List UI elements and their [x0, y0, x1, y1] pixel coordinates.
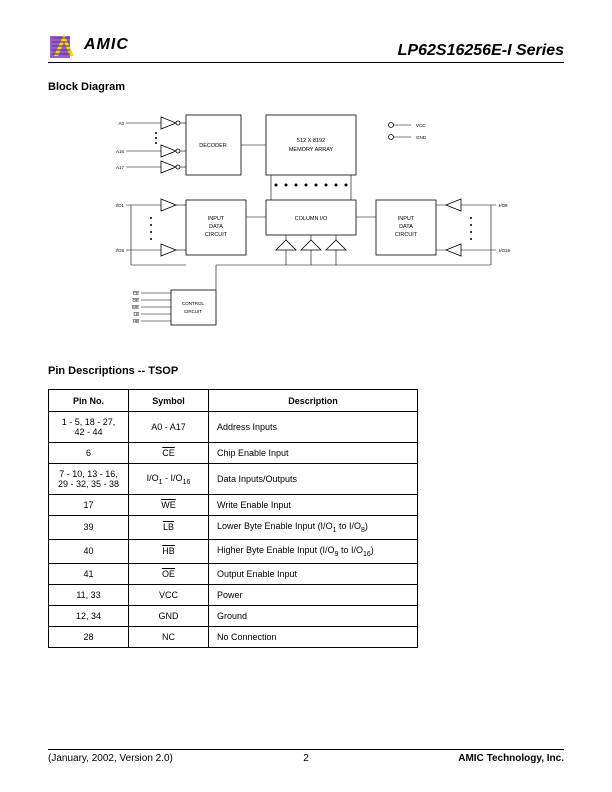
cell-symbol: OE [129, 563, 209, 584]
svg-text:WE: WE [132, 305, 139, 310]
svg-text:HB: HB [133, 319, 139, 324]
table-row: 40HBHigher Byte Enable Input (I/O9 to I/… [49, 539, 418, 563]
cell-pin: 41 [49, 563, 129, 584]
svg-text:I/O8: I/O8 [115, 248, 124, 253]
cell-pin: 6 [49, 443, 129, 464]
table-row: 41OEOutput Enable Input [49, 563, 418, 584]
footer-page-number: 2 [303, 753, 309, 764]
logo: AMIC [48, 30, 129, 60]
cell-pin: 12, 34 [49, 605, 129, 626]
cell-pin: 7 - 10, 13 - 16,29 - 32, 35 - 38 [49, 464, 129, 495]
svg-text:A17: A17 [116, 165, 125, 170]
svg-text:LB: LB [133, 312, 139, 317]
svg-text:I/O9: I/O9 [499, 203, 508, 208]
table-row: 11, 33VCCPower [49, 584, 418, 605]
page-header: AMIC LP62S16256E-I Series [48, 30, 564, 63]
svg-text:DECODER: DECODER [199, 143, 227, 149]
cell-symbol: VCC [129, 584, 209, 605]
cell-symbol: GND [129, 605, 209, 626]
cell-pin: 40 [49, 539, 129, 563]
table-row: 7 - 10, 13 - 16,29 - 32, 35 - 38I/O1 - I… [49, 464, 418, 495]
svg-text:DATA: DATA [209, 224, 223, 230]
block-diagram: DECODER 512 X 8192 MEMORY ARRAY INPUT DA… [48, 105, 564, 335]
svg-text:A16: A16 [116, 149, 125, 154]
cell-symbol: WE [129, 495, 209, 516]
cell-desc: Lower Byte Enable Input (I/O1 to I/O8) [209, 516, 418, 540]
svg-text:CONTROL: CONTROL [182, 301, 204, 306]
svg-text:MEMORY ARRAY: MEMORY ARRAY [289, 147, 334, 153]
footer-version: (January, 2002, Version 2.0) [48, 753, 173, 764]
svg-text:COLUMN I/O: COLUMN I/O [295, 216, 328, 222]
svg-text:512 X 8192: 512 X 8192 [297, 138, 325, 144]
svg-text:I/O1: I/O1 [115, 203, 124, 208]
cell-pin: 17 [49, 495, 129, 516]
cell-symbol: I/O1 - I/O16 [129, 464, 209, 495]
svg-text:INPUT: INPUT [398, 216, 415, 222]
cell-pin: 11, 33 [49, 584, 129, 605]
cell-symbol: NC [129, 626, 209, 647]
svg-text:OE: OE [132, 298, 139, 303]
table-row: 17WEWrite Enable Input [49, 495, 418, 516]
table-header-row: Pin No. Symbol Description [49, 390, 418, 412]
footer-company: AMIC Technology, Inc. [458, 753, 564, 764]
table-row: 12, 34GNDGround [49, 605, 418, 626]
cell-symbol: HB [129, 539, 209, 563]
page-footer: (January, 2002, Version 2.0) 2 AMIC Tech… [48, 749, 564, 764]
svg-text:CIRCUIT: CIRCUIT [205, 232, 228, 238]
svg-text:CE: CE [133, 291, 139, 296]
table-row: 39LBLower Byte Enable Input (I/O1 to I/O… [49, 516, 418, 540]
svg-text:A0: A0 [118, 121, 124, 126]
cell-desc: Output Enable Input [209, 563, 418, 584]
cell-symbol: LB [129, 516, 209, 540]
svg-text:CIRCUIT: CIRCUIT [395, 232, 418, 238]
series-title: LP62S16256E-I Series [398, 42, 564, 60]
cell-pin: 28 [49, 626, 129, 647]
cell-desc: Ground [209, 605, 418, 626]
table-row: 1 - 5, 18 - 27,42 - 44A0 - A17Address In… [49, 412, 418, 443]
svg-text:DATA: DATA [399, 224, 413, 230]
block-diagram-heading: Block Diagram [48, 81, 564, 93]
pin-desc-heading: Pin Descriptions -- TSOP [48, 365, 564, 377]
table-row: 28NCNo Connection [49, 626, 418, 647]
svg-text:I/O16: I/O16 [499, 248, 511, 253]
cell-desc: Data Inputs/Outputs [209, 464, 418, 495]
svg-text:VCC: VCC [416, 123, 426, 128]
cell-pin: 1 - 5, 18 - 27,42 - 44 [49, 412, 129, 443]
col-header-symbol: Symbol [129, 390, 209, 412]
col-header-desc: Description [209, 390, 418, 412]
cell-desc: Address Inputs [209, 412, 418, 443]
cell-desc: Chip Enable Input [209, 443, 418, 464]
table-row: 6CEChip Enable Input [49, 443, 418, 464]
pin-description-table: Pin No. Symbol Description 1 - 5, 18 - 2… [48, 389, 418, 648]
svg-text:CIRCUIT: CIRCUIT [184, 309, 202, 314]
cell-desc: Higher Byte Enable Input (I/O9 to I/O16) [209, 539, 418, 563]
cell-symbol: CE [129, 443, 209, 464]
cell-desc: Power [209, 584, 418, 605]
cell-pin: 39 [49, 516, 129, 540]
col-header-pin: Pin No. [49, 390, 129, 412]
logo-text: AMIC [84, 36, 129, 54]
cell-symbol: A0 - A17 [129, 412, 209, 443]
cell-desc: Write Enable Input [209, 495, 418, 516]
svg-text:INPUT: INPUT [208, 216, 225, 222]
cell-desc: No Connection [209, 626, 418, 647]
svg-text:GND: GND [416, 135, 427, 140]
logo-icon [48, 30, 80, 60]
